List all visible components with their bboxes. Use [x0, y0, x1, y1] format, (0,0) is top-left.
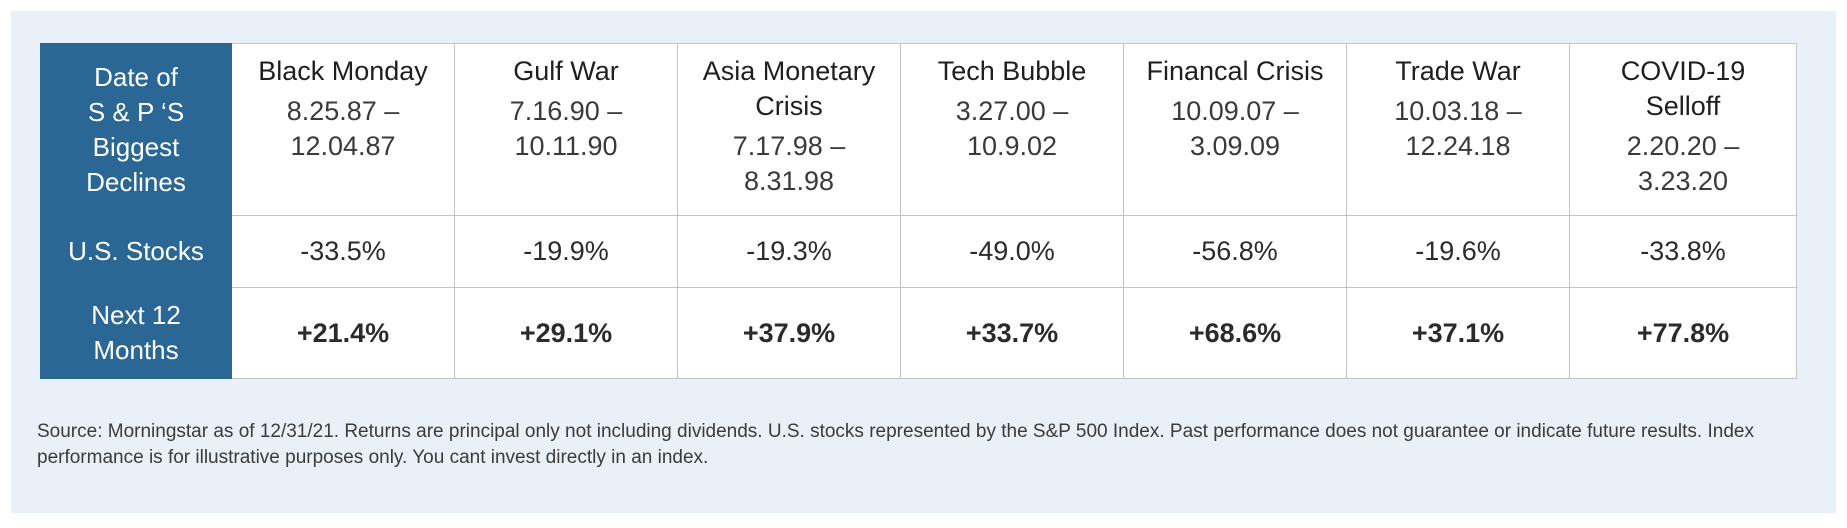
row-label-line: Next 12: [91, 300, 181, 330]
event-date-line: 10.11.90: [514, 131, 618, 161]
event-date-range: 2.20.20 – 3.23.20: [1570, 129, 1796, 199]
event-name: Black Monday: [258, 56, 428, 86]
next-12-months-cell: +37.9%: [677, 287, 901, 379]
row-label-dates: Date of S & P ‘S Biggest Declines: [40, 43, 232, 216]
event-date-line: 7.16.90 –: [509, 96, 623, 126]
event-name: Trade War: [1395, 56, 1521, 86]
us-stocks-cell: -19.9%: [454, 215, 678, 288]
row-label-line: Declines: [86, 166, 186, 197]
event-name-line: Crisis: [755, 91, 823, 121]
row-label-line: Months: [93, 335, 179, 365]
event-date-line: 12.24.18: [1405, 131, 1511, 161]
event-date-range: 10.03.18 – 12.24.18: [1347, 94, 1569, 164]
row-label-line: S & P ‘S: [87, 96, 185, 127]
us-stocks-cell: -33.5%: [231, 215, 455, 288]
us-stocks-cell: -19.3%: [677, 215, 901, 288]
us-stocks-row: U.S. Stocks -33.5% -19.9% -19.3% -49.0% …: [40, 215, 1797, 288]
event-date-line: 3.09.09: [1189, 131, 1281, 161]
event-date-line: 3.27.00 –: [955, 96, 1069, 126]
event-name: Tech Bubble: [937, 56, 1087, 86]
event-date-range: 10.09.07 – 3.09.09: [1124, 94, 1346, 164]
event-date-line: 8.31.98: [743, 166, 835, 196]
content-panel: Date of S & P ‘S Biggest Declines Black …: [11, 11, 1836, 513]
row-label-line: Date of: [94, 61, 178, 92]
event-date-line: 10.09.07 –: [1171, 96, 1299, 126]
us-stocks-cell: -49.0%: [900, 215, 1124, 288]
event-date-line: 7.17.98 –: [732, 131, 846, 161]
event-name: Asia Monetary Crisis: [678, 54, 900, 124]
us-stocks-cell: -56.8%: [1123, 215, 1347, 288]
event-date-line: 10.03.18 –: [1394, 96, 1522, 126]
event-date-range: 7.17.98 – 8.31.98: [678, 129, 900, 199]
event-date-range: 8.25.87 – 12.04.87: [232, 94, 454, 164]
event-date-line: 8.25.87 –: [286, 96, 400, 126]
next-12-months-cell: +77.8%: [1569, 287, 1797, 379]
row-label-line: Biggest: [92, 131, 180, 162]
event-header-cell: COVID-19 Selloff 2.20.20 – 3.23.20: [1569, 43, 1797, 216]
source-footnote: Source: Morningstar as of 12/31/21. Retu…: [37, 421, 1754, 468]
next-12-months-cell: +33.7%: [900, 287, 1124, 379]
event-header-cell: Tech Bubble 3.27.00 – 10.9.02: [900, 43, 1124, 216]
event-date-line: 3.23.20: [1637, 166, 1729, 196]
us-stocks-cell: -19.6%: [1346, 215, 1570, 288]
event-header-cell: Financal Crisis 10.09.07 – 3.09.09: [1123, 43, 1347, 216]
event-header-cell: Black Monday 8.25.87 – 12.04.87: [231, 43, 455, 216]
event-date-line: 2.20.20 –: [1626, 131, 1740, 161]
event-date-line: 12.04.87: [290, 131, 396, 161]
event-header-cell: Trade War 10.03.18 – 12.24.18: [1346, 43, 1570, 216]
header-row: Date of S & P ‘S Biggest Declines Black …: [40, 43, 1797, 216]
event-name-line: COVID-19: [1620, 56, 1746, 86]
event-header-cell: Gulf War 7.16.90 – 10.11.90: [454, 43, 678, 216]
event-date-line: 10.9.02: [966, 131, 1058, 161]
event-header-cell: Asia Monetary Crisis 7.17.98 – 8.31.98: [677, 43, 901, 216]
event-name: COVID-19 Selloff: [1570, 54, 1796, 124]
row-label-next-12-months: Next 12 Months: [40, 287, 232, 379]
declines-table: Date of S & P ‘S Biggest Declines Black …: [40, 43, 1797, 379]
event-date-range: 3.27.00 – 10.9.02: [901, 94, 1123, 164]
next-12-months-cell: +37.1%: [1346, 287, 1570, 379]
event-name-line: Asia Monetary: [702, 56, 876, 86]
next-12-months-row: Next 12 Months +21.4% +29.1% +37.9% +33.…: [40, 287, 1797, 379]
next-12-months-cell: +29.1%: [454, 287, 678, 379]
event-date-range: 7.16.90 – 10.11.90: [455, 94, 677, 164]
next-12-months-cell: +21.4%: [231, 287, 455, 379]
row-label-us-stocks: U.S. Stocks: [40, 215, 232, 288]
us-stocks-cell: -33.8%: [1569, 215, 1797, 288]
event-name-line: Selloff: [1645, 91, 1721, 121]
event-name: Financal Crisis: [1146, 56, 1324, 86]
event-name: Gulf War: [513, 56, 619, 86]
next-12-months-cell: +68.6%: [1123, 287, 1347, 379]
